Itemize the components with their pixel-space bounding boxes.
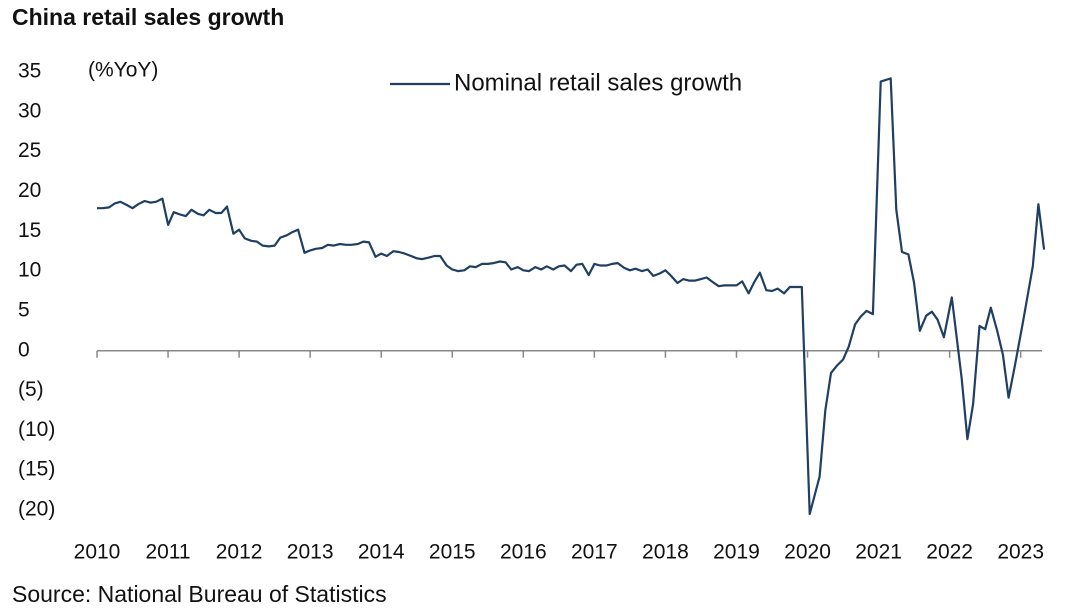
y-tick-label: 5	[18, 298, 30, 321]
y-tick-label: 10	[18, 259, 41, 282]
data-line	[97, 77, 1046, 516]
x-tick-label: 2013	[287, 541, 334, 564]
x-tick-label: 2023	[997, 541, 1044, 564]
x-tick-label: 2022	[926, 541, 973, 564]
y-tick-label: 25	[18, 139, 41, 162]
x-tick-label: 2019	[713, 541, 760, 564]
y-axis-label: (%YoY)	[88, 59, 158, 82]
x-tick-label: 2016	[500, 541, 547, 564]
x-tick-label: 2010	[74, 541, 121, 564]
y-tick-label: (5)	[18, 378, 44, 401]
x-tick-label: 2017	[571, 541, 618, 564]
x-tick-label: 2021	[855, 541, 902, 564]
y-tick-label: (20)	[18, 498, 55, 521]
x-tick-label: 2014	[358, 541, 405, 564]
y-tick-label: (15)	[18, 458, 55, 481]
chart-title: China retail sales growth	[12, 4, 284, 30]
x-tick-label: 2015	[429, 541, 476, 564]
legend-label: Nominal retail sales growth	[454, 69, 742, 96]
x-tick-label: 2020	[784, 541, 831, 564]
y-tick-label: 0	[18, 338, 30, 361]
source-note: Source: National Bureau of Statistics	[12, 581, 387, 607]
y-tick-label: 35	[18, 60, 41, 83]
y-tick-label: (10)	[18, 418, 55, 441]
y-tick-label: 30	[18, 99, 41, 122]
x-tick-label: 2011	[145, 541, 190, 564]
y-tick-label: 20	[18, 179, 41, 202]
y-tick-label: 15	[18, 219, 41, 242]
x-tick-label: 2018	[642, 541, 689, 564]
x-tick-label: 2012	[216, 541, 263, 564]
